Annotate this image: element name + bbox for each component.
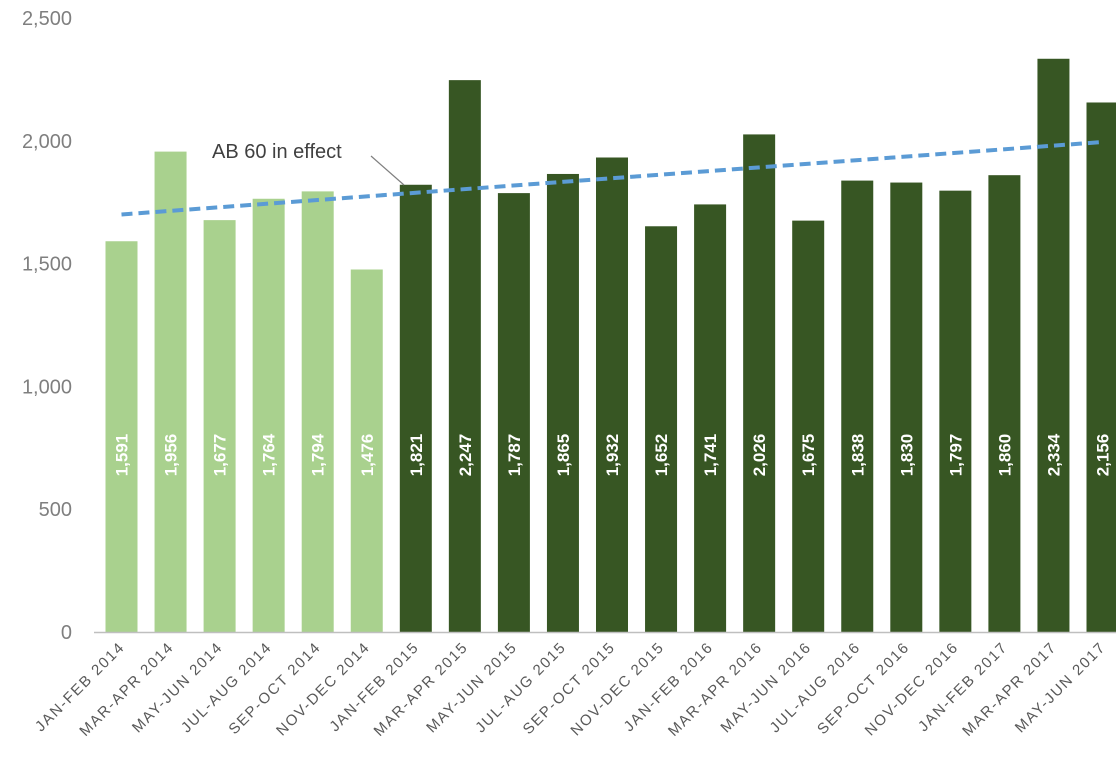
y-tick-label: 1,000 <box>22 376 72 398</box>
bar <box>105 241 138 632</box>
data-label: 1,652 <box>652 434 671 477</box>
bar <box>546 173 579 632</box>
bar <box>645 226 678 632</box>
data-label: 1,677 <box>211 434 230 477</box>
data-label: 1,741 <box>701 434 720 477</box>
data-label: 1,591 <box>113 434 132 477</box>
data-label: 1,476 <box>358 434 377 477</box>
x-tick-label: MAY-JUN 2014 <box>129 639 227 737</box>
bar <box>252 198 285 632</box>
data-label: 1,821 <box>407 434 426 477</box>
annotation-leader-line <box>370 155 405 186</box>
data-label: 1,838 <box>848 434 867 477</box>
bar <box>792 220 825 632</box>
y-tick-label: 2,500 <box>22 8 72 30</box>
x-tick-label: MAR-APR 2015 <box>371 639 472 740</box>
x-tick-label: JAN-FEB 2016 <box>621 639 717 735</box>
bar <box>743 134 776 632</box>
x-tick-label: MAR-APR 2014 <box>76 639 177 740</box>
bar <box>694 204 727 632</box>
data-label: 1,860 <box>995 434 1014 477</box>
y-tick-label: 0 <box>61 622 72 644</box>
x-tick-label: JAN-FEB 2014 <box>32 639 128 735</box>
bar <box>154 151 187 633</box>
bars <box>105 58 1116 633</box>
data-label: 1,787 <box>505 434 524 477</box>
x-tick-label: JAN-FEB 2015 <box>326 639 422 735</box>
data-label: 2,156 <box>1094 434 1113 477</box>
x-tick-label: SEP-OCT 2015 <box>520 639 619 738</box>
y-tick-label: 2,000 <box>22 131 72 153</box>
bar <box>841 180 874 632</box>
x-tick-label: MAR-APR 2017 <box>959 639 1060 740</box>
x-tick-label: MAY-JUN 2016 <box>718 639 816 737</box>
data-label: 1,675 <box>799 434 818 477</box>
bar <box>596 157 628 632</box>
bar <box>890 182 923 632</box>
data-labels: 1,591 1,956 1,677 1,764 1,794 1,476 1,821 2,247… <box>113 433 1113 476</box>
data-label: 2,334 <box>1044 433 1063 476</box>
bar <box>988 175 1021 632</box>
x-tick-label: SEP-OCT 2016 <box>814 639 913 738</box>
x-tick-label: SEP-OCT 2014 <box>225 639 324 738</box>
x-tick-label: NOV-DEC 2014 <box>273 639 373 739</box>
bar <box>203 220 236 633</box>
x-tick-label: NOV-DEC 2016 <box>862 639 962 739</box>
bar <box>399 184 432 633</box>
x-tick-label: MAY-JUN 2015 <box>423 639 521 737</box>
data-label: 1,932 <box>603 434 622 477</box>
bar <box>448 80 481 633</box>
x-tick-label: JAN-FEB 2017 <box>915 639 1011 735</box>
data-label: 1,797 <box>946 434 965 477</box>
data-label: 1,865 <box>554 434 573 477</box>
x-tick-label: JUL-AUG 2016 <box>767 639 865 737</box>
data-label: 2,026 <box>750 434 769 477</box>
trendline <box>121 140 1103 217</box>
data-label: 1,956 <box>162 434 181 477</box>
data-label: 1,794 <box>309 433 328 476</box>
x-tick-label: MAY-JUN 2017 <box>1012 639 1110 737</box>
x-tick-label: JUL-AUG 2015 <box>472 639 570 737</box>
bar <box>1086 102 1116 633</box>
data-label: 2,247 <box>456 434 475 477</box>
bar <box>301 191 334 632</box>
x-tick-label: JUL-AUG 2014 <box>178 639 276 737</box>
bar <box>497 193 530 632</box>
y-axis-tick-labels: 0 500 1,000 1,500 2,000 2,500 <box>22 8 72 644</box>
y-tick-label: 1,500 <box>22 254 72 276</box>
data-label: 1,764 <box>260 433 279 476</box>
bar <box>350 269 383 632</box>
data-label: 1,830 <box>897 434 916 477</box>
annotation-text: AB 60 in effect <box>212 141 342 163</box>
x-tick-label: NOV-DEC 2015 <box>567 639 667 739</box>
bar <box>939 190 972 632</box>
y-tick-label: 500 <box>39 499 72 521</box>
x-tick-label: MAR-APR 2016 <box>665 639 766 740</box>
bar <box>1037 58 1070 633</box>
